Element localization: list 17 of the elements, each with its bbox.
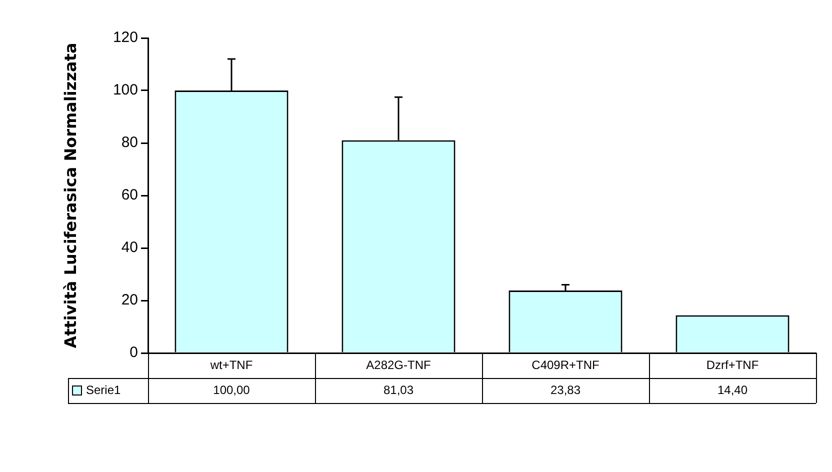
x-tick-label: C409R+TNF [532,358,600,372]
x-tick-label: wt+TNF [209,358,253,372]
data-label: 23,83 [550,382,581,397]
x-tick-label: A282G-TNF [366,358,431,372]
data-label: 100,00 [213,382,250,397]
y-tick-label: 80 [121,134,138,152]
data-label: 81,03 [383,382,414,397]
y-tick-label: 60 [121,186,138,204]
x-tick-label: Dzrf+TNF [706,358,759,372]
y-tick-label: 40 [121,239,138,256]
y-tick-label: 100 [112,82,138,99]
y-tick-label: 120 [112,29,138,46]
y-tick-label: 0 [130,344,138,362]
legend-label: Serie1 [86,382,122,397]
y-tick-label: 20 [121,292,138,309]
y-axis-title: Attività Luciferasica Normalizzata [60,42,80,348]
data-label: 14,40 [717,382,748,397]
